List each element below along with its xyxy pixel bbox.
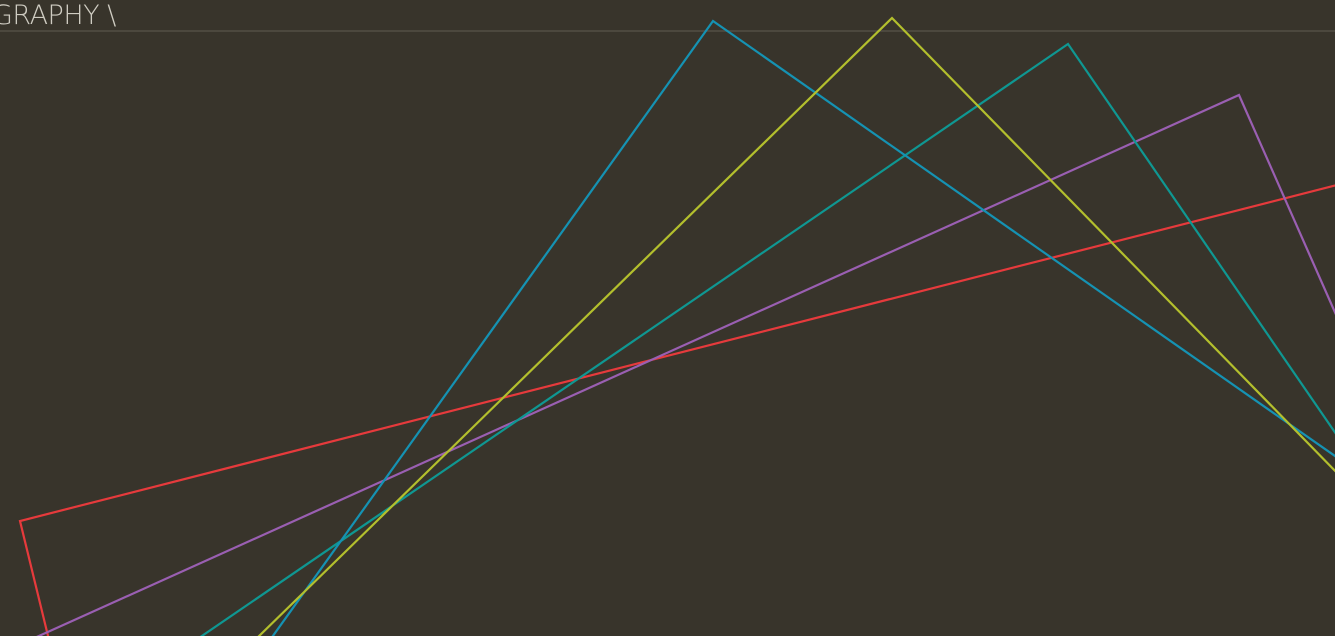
section-heading: GRAPHY \ (0, 0, 116, 31)
teal-line (199, 42, 1335, 636)
purple-line (36, 93, 1335, 636)
red-line (18, 184, 1335, 636)
lime-line (257, 16, 1335, 636)
blue-line (271, 19, 1335, 636)
header-divider (0, 30, 1335, 32)
